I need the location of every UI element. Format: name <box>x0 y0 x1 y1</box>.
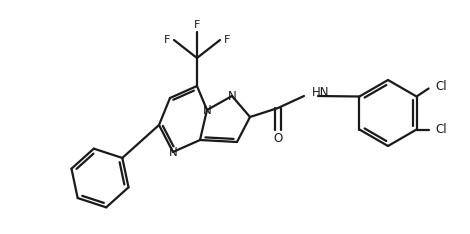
Text: N: N <box>169 146 177 158</box>
Text: N: N <box>227 89 236 102</box>
Text: F: F <box>164 35 170 45</box>
Text: HN: HN <box>312 87 329 99</box>
Text: Cl: Cl <box>436 123 447 136</box>
Text: F: F <box>224 35 230 45</box>
Text: N: N <box>203 103 212 117</box>
Text: Cl: Cl <box>436 80 447 93</box>
Text: F: F <box>194 20 200 30</box>
Text: O: O <box>274 132 282 145</box>
